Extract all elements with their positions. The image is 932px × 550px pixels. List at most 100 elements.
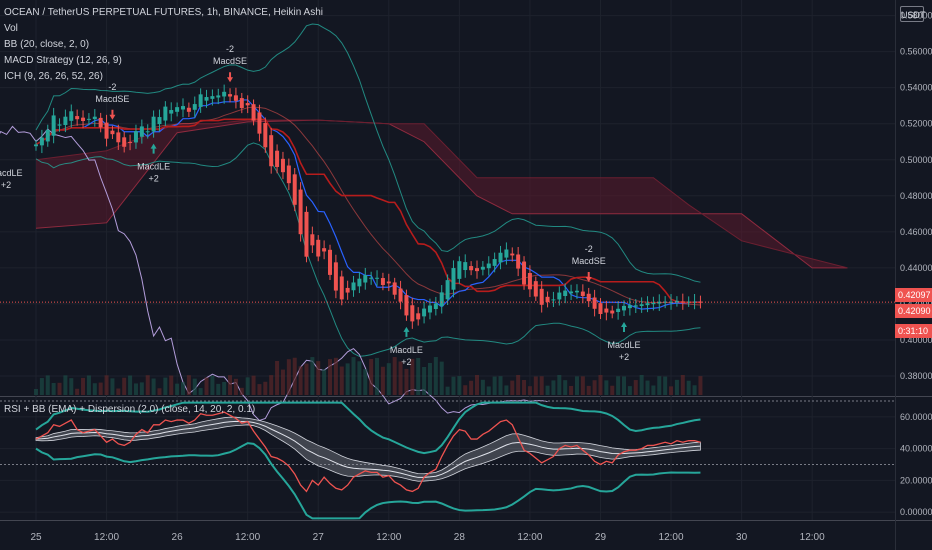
candle-body[interactable] — [516, 254, 521, 269]
candle-body[interactable] — [239, 98, 244, 109]
currency-button[interactable]: USDT — [900, 6, 926, 22]
candle-body[interactable] — [404, 295, 409, 316]
candle-body[interactable] — [598, 303, 603, 314]
candle-body[interactable] — [298, 189, 303, 235]
candle-body[interactable] — [510, 253, 515, 256]
candle-body[interactable] — [492, 259, 497, 266]
candle-body[interactable] — [586, 293, 591, 302]
candle-body[interactable] — [63, 116, 68, 126]
candle-body[interactable] — [557, 292, 562, 300]
candle-body[interactable] — [445, 280, 450, 300]
candle-body[interactable] — [416, 313, 421, 320]
candle-body[interactable] — [427, 305, 432, 313]
candle-body[interactable] — [280, 158, 285, 173]
candle-body[interactable] — [433, 303, 438, 310]
candle-body[interactable] — [139, 126, 144, 137]
candle-body[interactable] — [251, 104, 256, 121]
candle-body[interactable] — [204, 97, 209, 101]
candle-body[interactable] — [563, 290, 568, 296]
candle-body[interactable] — [228, 94, 233, 97]
candle-body[interactable] — [122, 137, 127, 147]
price-pane[interactable]: -2 MacdSE MacdLE +2 -2 MacdSE MacdLE +2 -2 MacdSE… — [0, 23, 895, 422]
candle-body[interactable] — [39, 137, 44, 146]
candle-body[interactable] — [604, 308, 609, 313]
candle-body[interactable] — [222, 91, 227, 97]
candle-body[interactable] — [651, 303, 656, 305]
candle-body[interactable] — [81, 117, 86, 122]
candle-body[interactable] — [439, 292, 444, 307]
rsi-pane[interactable] — [0, 400, 895, 520]
candle-body[interactable] — [151, 116, 156, 132]
symbol-title[interactable]: OCEAN / TetherUS PERPETUAL FUTURES, 1h, … — [4, 7, 323, 18]
candle-body[interactable] — [92, 116, 97, 120]
candle-body[interactable] — [269, 135, 274, 167]
candle-body[interactable] — [380, 278, 385, 285]
candle-body[interactable] — [128, 142, 133, 144]
candle-body[interactable] — [375, 277, 380, 279]
candle-body[interactable] — [210, 96, 215, 99]
candle-body[interactable] — [539, 288, 544, 305]
candle-body[interactable] — [622, 305, 626, 311]
candle-body[interactable] — [657, 301, 662, 304]
candle-body[interactable] — [504, 249, 509, 258]
candle-body[interactable] — [116, 132, 121, 143]
candle-body[interactable] — [486, 263, 491, 269]
candle-body[interactable] — [616, 308, 621, 313]
candle-body[interactable] — [669, 301, 674, 303]
candle-body[interactable] — [698, 301, 703, 303]
candle-body[interactable] — [351, 282, 356, 291]
candle-body[interactable] — [645, 303, 650, 306]
candle-body[interactable] — [181, 106, 185, 110]
indicator-ichimoku[interactable]: ICH (9, 26, 26, 52, 26) — [4, 71, 103, 82]
candle-body[interactable] — [286, 165, 291, 184]
candle-body[interactable] — [580, 291, 585, 296]
candle-body[interactable] — [45, 130, 50, 142]
candle-body[interactable] — [674, 300, 679, 302]
candle-body[interactable] — [422, 308, 427, 317]
candle-body[interactable] — [175, 107, 180, 112]
indicator-bb[interactable]: BB (20, close, 2, 0) — [4, 39, 90, 50]
candle-body[interactable] — [57, 124, 62, 126]
candle-body[interactable] — [75, 116, 80, 120]
candle-body[interactable] — [498, 252, 503, 263]
candle-body[interactable] — [263, 123, 268, 148]
candle-body[interactable] — [545, 296, 550, 303]
candle-body[interactable] — [316, 239, 321, 257]
candle-body[interactable] — [328, 249, 332, 275]
candle-body[interactable] — [104, 122, 109, 139]
candle-body[interactable] — [275, 150, 280, 167]
candle-body[interactable] — [333, 262, 338, 291]
indicator-macd-strategy[interactable]: MACD Strategy (12, 26, 9) — [4, 55, 122, 66]
candle-body[interactable] — [69, 111, 74, 121]
candle-body[interactable] — [310, 234, 315, 246]
candle-body[interactable] — [663, 301, 668, 303]
candle-body[interactable] — [610, 310, 615, 314]
candle-body[interactable] — [216, 95, 221, 98]
rsi-indicator-title[interactable]: RSI + BB (EMA) + Dispersion (2.0) (close… — [4, 404, 256, 415]
candle-body[interactable] — [686, 301, 691, 303]
candle-body[interactable] — [398, 288, 403, 302]
candle-body[interactable] — [192, 104, 197, 110]
candle-body[interactable] — [522, 261, 527, 285]
candle-body[interactable] — [480, 266, 485, 270]
candle-body[interactable] — [34, 144, 38, 147]
indicator-vol[interactable]: Vol — [4, 23, 18, 34]
candle-body[interactable] — [551, 299, 556, 301]
candle-body[interactable] — [257, 112, 262, 134]
candle-body[interactable] — [157, 117, 162, 125]
candle-body[interactable] — [357, 278, 362, 287]
candle-body[interactable] — [339, 276, 344, 300]
candle-body[interactable] — [133, 131, 138, 143]
candle-body[interactable] — [639, 304, 644, 306]
candle-body[interactable] — [386, 281, 391, 284]
candle-body[interactable] — [527, 272, 532, 290]
candle-body[interactable] — [369, 277, 374, 279]
candle-body[interactable] — [86, 118, 91, 120]
candle-body[interactable] — [680, 301, 685, 303]
candle-body[interactable] — [475, 268, 479, 272]
candle-body[interactable] — [292, 174, 297, 205]
candle-body[interactable] — [533, 281, 538, 297]
candle-body[interactable] — [163, 106, 168, 121]
candle-body[interactable] — [198, 94, 203, 107]
